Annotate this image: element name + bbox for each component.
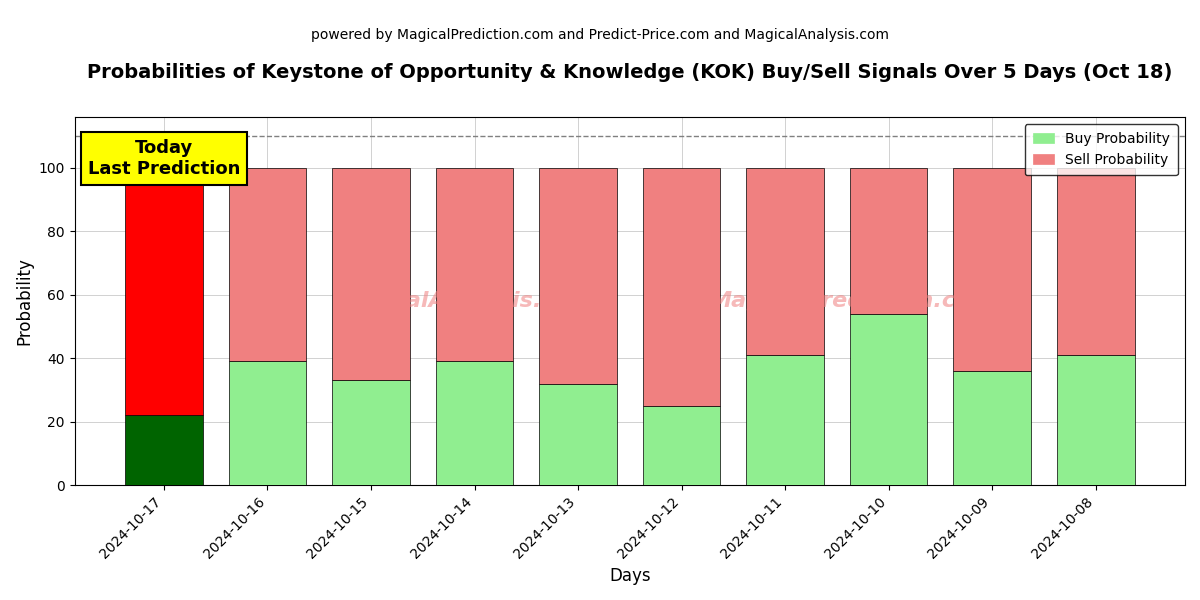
Text: MagicalPrediction.com: MagicalPrediction.com [709, 291, 994, 311]
Bar [332, 380, 410, 485]
Bar [436, 167, 514, 361]
Bar [125, 415, 203, 485]
Title: Probabilities of Keystone of Opportunity & Knowledge (KOK) Buy/Sell Signals Over: Probabilities of Keystone of Opportunity… [88, 63, 1172, 82]
Bar [229, 167, 306, 361]
Bar [125, 167, 203, 415]
Text: Today
Last Prediction: Today Last Prediction [88, 139, 240, 178]
Bar [539, 383, 617, 485]
Bar [1057, 355, 1134, 485]
Bar [539, 167, 617, 383]
Legend: Buy Probability, Sell Probability: Buy Probability, Sell Probability [1025, 124, 1178, 175]
Bar [436, 361, 514, 485]
Bar [850, 314, 928, 485]
Bar [746, 355, 824, 485]
Bar [953, 167, 1031, 371]
Bar [332, 167, 410, 380]
Bar [229, 361, 306, 485]
Bar [1057, 167, 1134, 355]
Bar [643, 167, 720, 406]
Y-axis label: Probability: Probability [16, 257, 34, 345]
X-axis label: Days: Days [610, 567, 650, 585]
Bar [850, 167, 928, 314]
Text: powered by MagicalPrediction.com and Predict-Price.com and MagicalAnalysis.com: powered by MagicalPrediction.com and Pre… [311, 28, 889, 42]
Text: MagicalAnalysis.com: MagicalAnalysis.com [332, 291, 594, 311]
Bar [746, 167, 824, 355]
Bar [953, 371, 1031, 485]
Bar [643, 406, 720, 485]
